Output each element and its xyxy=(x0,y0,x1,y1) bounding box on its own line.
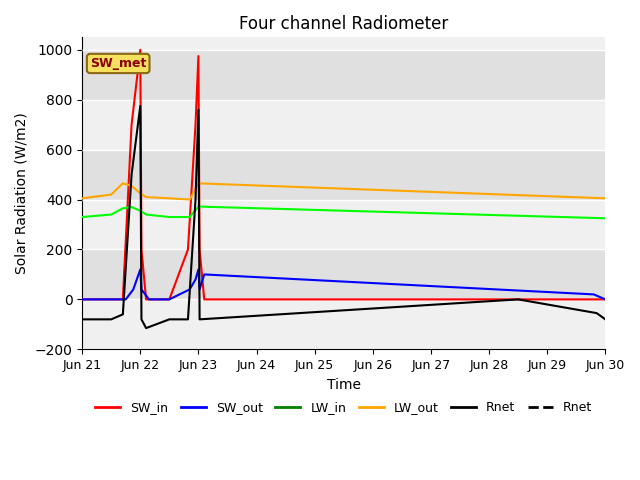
Bar xyxy=(82,0,605,50)
Y-axis label: Solar Radiation (W/m2): Solar Radiation (W/m2) xyxy=(15,112,29,274)
Text: SW_met: SW_met xyxy=(90,57,147,70)
Legend: SW_in, SW_out, LW_in, LW_out, Rnet, Rnet: SW_in, SW_out, LW_in, LW_out, Rnet, Rnet xyxy=(90,396,597,419)
X-axis label: Time: Time xyxy=(327,378,361,392)
Bar xyxy=(82,300,605,349)
Bar xyxy=(82,50,605,100)
Bar xyxy=(82,100,605,150)
Bar xyxy=(82,150,605,200)
Bar xyxy=(82,250,605,300)
Title: Four channel Radiometer: Four channel Radiometer xyxy=(239,15,449,33)
Bar xyxy=(82,200,605,250)
